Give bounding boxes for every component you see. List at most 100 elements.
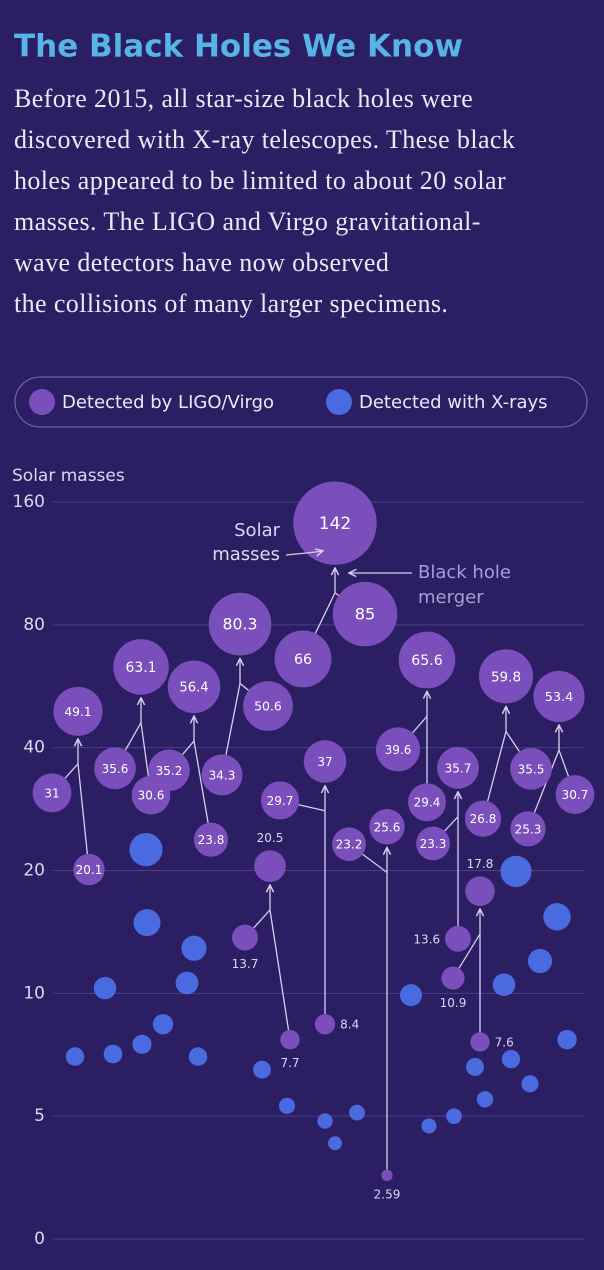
bubble (274, 630, 332, 688)
value-label: 20.5 (257, 831, 284, 845)
value-label: 30.6 (138, 789, 165, 803)
bubble (466, 1057, 484, 1076)
bubble (465, 876, 495, 906)
value-label: 23.3 (420, 837, 447, 851)
merger-line (486, 731, 507, 802)
bubble (421, 1118, 437, 1134)
bubble (476, 1091, 494, 1108)
annotation: masses (212, 544, 280, 565)
value-label: 7.6 (495, 1035, 514, 1049)
bubble (478, 649, 534, 704)
bubble (555, 775, 595, 814)
value-label: 35.5 (518, 762, 545, 776)
merger-line (505, 731, 520, 752)
bubble (399, 984, 423, 1007)
bubble (93, 976, 117, 1000)
bubble (253, 1060, 271, 1079)
legend-label: Detected with X-rays (359, 392, 548, 413)
value-label: 25.3 (515, 822, 542, 836)
bubble (32, 773, 72, 813)
bubble (416, 826, 450, 861)
merger-line (362, 853, 388, 873)
merger-line (193, 740, 209, 823)
subtitle-line: discovered with X-ray telescopes. These … (14, 125, 515, 154)
merger-line (298, 804, 326, 812)
value-label: 17.8 (467, 857, 494, 871)
value-label: 65.6 (411, 653, 443, 669)
merger-line (181, 740, 195, 755)
subtitle-line: Before 2015, all star-size black holes w… (14, 84, 473, 113)
bubble (328, 1136, 342, 1151)
y-axis-label: Solar masses (12, 466, 125, 486)
bubble (53, 686, 103, 736)
value-label: 39.6 (385, 743, 412, 757)
bubble (167, 660, 221, 714)
y-tick-label: 80 (23, 615, 45, 635)
bubble (533, 670, 585, 723)
value-label: 30.7 (562, 788, 589, 802)
value-label: 7.7 (280, 1056, 299, 1070)
value-label: 31 (44, 786, 59, 800)
bubble (445, 925, 471, 952)
value-label: 53.4 (545, 690, 573, 705)
value-label: 35.2 (156, 764, 183, 778)
bubble (73, 853, 105, 886)
bubble (278, 1097, 296, 1114)
merger-line (444, 816, 459, 832)
value-label: 80.3 (223, 615, 258, 634)
bubble (470, 1032, 490, 1052)
bubble (501, 1049, 521, 1069)
y-tick-label: 40 (23, 738, 45, 758)
merger-line (558, 749, 570, 777)
annotation-arrow (285, 551, 323, 555)
y-tick-label: 10 (23, 983, 45, 1003)
legend-swatch (29, 389, 55, 415)
bubble (441, 966, 465, 990)
bubble (103, 1044, 123, 1064)
bubble (500, 855, 532, 888)
bubble (232, 924, 258, 951)
bubble (527, 948, 553, 974)
merger-line (334, 592, 340, 596)
bubble (132, 1034, 152, 1054)
merger-line (64, 763, 79, 779)
bubble (201, 754, 243, 796)
bubble (437, 746, 479, 789)
bubble (510, 811, 546, 847)
value-label: 2.59 (374, 1188, 401, 1202)
bubble (260, 781, 300, 820)
bubble (381, 1169, 393, 1182)
merger-line (314, 592, 336, 634)
y-tick-label: 160 (13, 492, 45, 512)
bubble (175, 971, 199, 995)
value-label: 49.1 (64, 705, 91, 719)
bubble (349, 1104, 365, 1121)
bubble (208, 592, 272, 656)
y-tick-label: 0 (34, 1229, 45, 1249)
annotation: Solar (234, 520, 280, 541)
legend-label: Detected by LIGO/Virgo (62, 392, 274, 413)
merger-line (412, 715, 428, 734)
value-label: 66 (294, 652, 312, 668)
value-label: 26.8 (470, 812, 497, 826)
subtitle-line: holes appeared to be limited to about 20… (14, 166, 506, 195)
y-tick-label: 5 (34, 1106, 45, 1126)
merger-line (253, 909, 271, 929)
bubble (188, 1047, 208, 1066)
value-label: 8.4 (340, 1018, 359, 1032)
y-tick-label: 20 (23, 861, 45, 881)
bubble (557, 1029, 577, 1050)
bubble (152, 1014, 174, 1035)
bubble (293, 481, 377, 565)
annotation: Black hole (418, 562, 511, 583)
bubble (193, 822, 229, 857)
bubble (375, 727, 421, 772)
legend-frame (14, 376, 588, 428)
bubble (332, 827, 366, 862)
legend-swatch (326, 389, 352, 415)
bubble (133, 909, 161, 937)
bubble (243, 681, 293, 731)
value-label: 13.6 (413, 932, 440, 946)
